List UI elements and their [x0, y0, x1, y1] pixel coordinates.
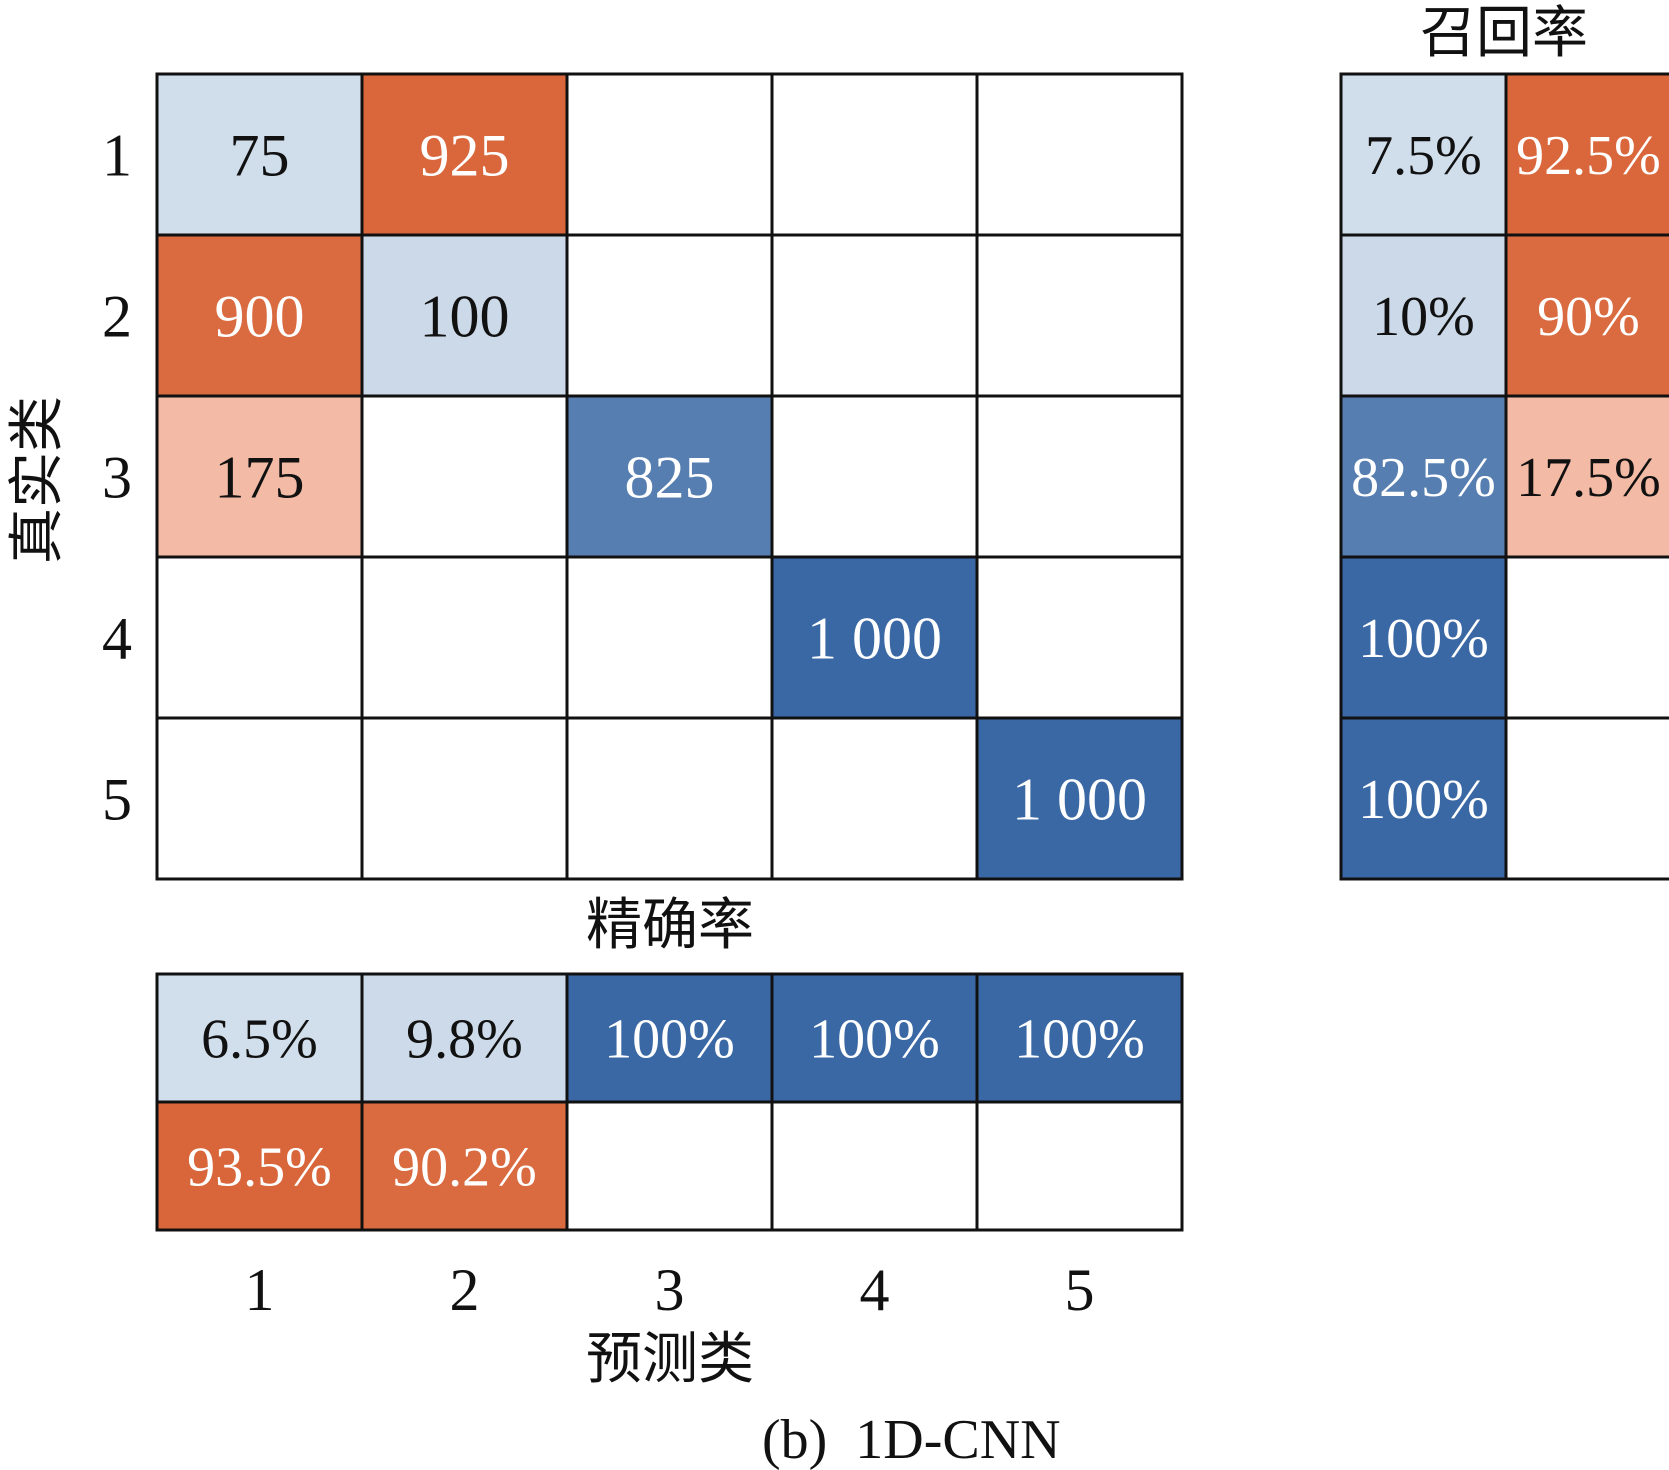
matrix-cell-r3-c1-label: 175 — [215, 445, 305, 511]
matrix-cell-r2-c1 — [155, 233, 364, 398]
matrix-cell-r5-c3 — [565, 716, 774, 881]
recall-error-cell-5 — [1504, 716, 1669, 881]
y-tick-1: 1 — [102, 123, 132, 189]
matrix-cell-r3-c3-label: 825 — [625, 445, 715, 511]
matrix-cell-r3-c5 — [975, 394, 1184, 559]
matrix-cell-r3-c2 — [360, 394, 569, 559]
x-tick-2: 2 — [450, 1257, 480, 1323]
precision-error-cell-2-label: 90.2% — [392, 1137, 537, 1199]
recall-panel: 7.5% 92.5% 10% 90% 82.5% 17.5% 100% 100% — [1339, 72, 1669, 881]
recall-correct-cell-5 — [1339, 716, 1508, 881]
precision-correct-cell-2 — [360, 972, 569, 1104]
precision-correct-cell-5-label: 100% — [1014, 1009, 1145, 1071]
matrix-cell-r5-c2 — [360, 716, 569, 881]
recall-error-cell-2-label: 90% — [1537, 286, 1640, 348]
matrix-cell-r4-c2 — [360, 555, 569, 720]
matrix-cell-r2-c3 — [565, 233, 774, 398]
precision-error-cell-1 — [155, 1100, 364, 1232]
precision-correct-cell-3-label: 100% — [604, 1009, 735, 1071]
matrix-cell-r5-c5-label: 1 000 — [1012, 767, 1147, 833]
matrix-cell-r1-c1 — [155, 72, 364, 237]
precision-correct-cell-2-label: 9.8% — [406, 1009, 523, 1071]
precision-correct-cell-4-label: 100% — [809, 1009, 940, 1071]
matrix-cell-r4-c5 — [975, 555, 1184, 720]
precision-error-cell-4 — [770, 1100, 979, 1232]
y-tick-3: 3 — [102, 445, 132, 511]
y-axis-label: 真实类 — [5, 396, 70, 564]
matrix-cell-r2-c4 — [770, 233, 979, 398]
matrix-cell-r1-c3 — [565, 72, 774, 237]
recall-correct-cell-4-label: 100% — [1358, 608, 1489, 670]
recall-error-cell-2 — [1504, 233, 1669, 398]
x-tick-5: 5 — [1065, 1257, 1095, 1323]
y-tick-4: 4 — [102, 606, 132, 672]
precision-error-cell-2 — [360, 1100, 569, 1232]
precision-error-cell-3 — [565, 1100, 774, 1232]
matrix-cell-r3-c4 — [770, 394, 979, 559]
confusion-matrix-grid: 75 925 900 100 175 825 1 000 1 000 — [155, 72, 1184, 881]
recall-correct-cell-3-label: 82.5% — [1351, 447, 1496, 509]
x-axis-label: 预测类 — [586, 1327, 754, 1392]
matrix-cell-r1-c5 — [975, 72, 1184, 237]
recall-correct-cell-4 — [1339, 555, 1508, 720]
matrix-cell-r5-c5 — [975, 716, 1184, 881]
precision-correct-cell-5 — [975, 972, 1184, 1104]
matrix-cell-r4-c3 — [565, 555, 774, 720]
matrix-cell-r2-c1-label: 900 — [215, 284, 305, 350]
recall-error-cell-1 — [1504, 72, 1669, 237]
matrix-cell-r1-c2 — [360, 72, 569, 237]
y-tick-2: 2 — [102, 284, 132, 350]
recall-error-cell-1-label: 92.5% — [1516, 125, 1661, 187]
recall-error-cell-4 — [1504, 555, 1669, 720]
y-tick-5: 5 — [102, 767, 132, 833]
recall-correct-cell-1-label: 7.5% — [1365, 125, 1482, 187]
figure-caption: (b) 1D-CNN — [762, 1409, 1061, 1470]
matrix-cell-r4-c1 — [155, 555, 364, 720]
x-tick-4: 4 — [860, 1257, 890, 1323]
precision-panel: 6.5% 93.5% 9.8% 90.2% 100% 100% 100% — [155, 972, 1184, 1232]
recall-correct-cell-3 — [1339, 394, 1508, 559]
precision-correct-cell-1-label: 6.5% — [201, 1009, 318, 1071]
matrix-cell-r3-c3 — [565, 394, 774, 559]
matrix-cell-r5-c1 — [155, 716, 364, 881]
matrix-cell-r1-c4 — [770, 72, 979, 237]
tick-labels: 1 2 3 4 5 1 2 3 4 5 — [102, 123, 1095, 1324]
recall-correct-cell-2 — [1339, 233, 1508, 398]
precision-correct-cell-3 — [565, 972, 774, 1104]
x-tick-3: 3 — [655, 1257, 685, 1323]
matrix-cell-r4-c4-label: 1 000 — [807, 606, 942, 672]
precision-error-cell-5 — [975, 1100, 1184, 1232]
recall-correct-cell-2-label: 10% — [1372, 286, 1475, 348]
recall-title: 召回率 — [1420, 1, 1588, 66]
matrix-cell-r1-c1-label: 75 — [230, 123, 290, 189]
matrix-cell-r5-c4 — [770, 716, 979, 881]
precision-title: 精确率 — [586, 893, 754, 958]
matrix-cell-r1-c2-label: 925 — [420, 123, 510, 189]
recall-correct-cell-5-label: 100% — [1358, 769, 1489, 831]
precision-error-cell-1-label: 93.5% — [187, 1137, 332, 1199]
x-tick-1: 1 — [245, 1257, 275, 1323]
matrix-cell-r2-c2-label: 100 — [420, 284, 510, 350]
recall-error-cell-3-label: 17.5% — [1516, 447, 1661, 509]
matrix-cell-r2-c5 — [975, 233, 1184, 398]
